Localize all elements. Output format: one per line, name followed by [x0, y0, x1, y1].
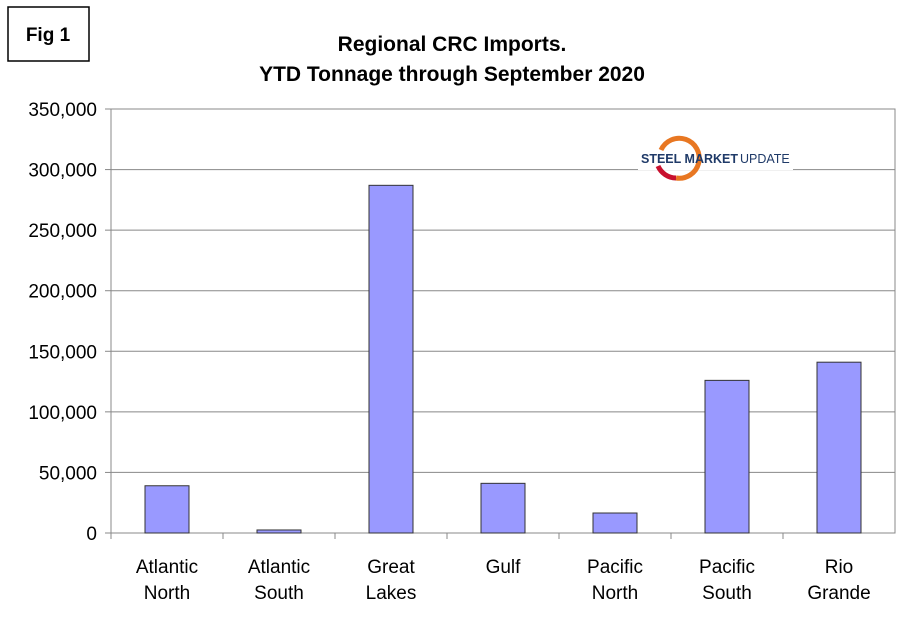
x-tick-label: Gulf — [486, 557, 522, 578]
y-tick-label: 150,000 — [28, 342, 97, 363]
y-tick-label: 50,000 — [39, 463, 97, 484]
logo-text: STEEL MARKET — [641, 152, 738, 166]
x-tick-label: Pacific North — [587, 557, 643, 604]
logo: STEEL MARKET UPDATE — [638, 135, 793, 181]
figure-label: Fig 1 — [26, 25, 71, 46]
x-tick-label: Rio Grande — [807, 557, 870, 604]
y-tick-label: 200,000 — [28, 282, 97, 303]
y-tick-label: 350,000 — [28, 100, 97, 121]
bar — [256, 529, 302, 534]
plot-area: 0 50,000 100,000 150,000 200,000 250,000 300,0… — [28, 100, 896, 604]
bar — [480, 482, 526, 534]
bar — [704, 379, 750, 534]
y-tick-label: 0 — [86, 524, 97, 545]
x-tick-label: Atlantic North — [136, 557, 198, 604]
x-tick-label: Great Lakes — [366, 557, 417, 604]
y-tick-label: 100,000 — [28, 403, 97, 424]
logo-arc — [655, 164, 677, 181]
x-tick-label: Pacific South — [699, 557, 755, 604]
chart-subtitle: YTD Tonnage through September 2020 — [259, 63, 645, 86]
plot-frame — [110, 108, 896, 534]
bar — [592, 512, 638, 534]
logo-arc — [658, 135, 702, 181]
y-tick-label: 300,000 — [28, 161, 97, 182]
bar — [368, 184, 414, 534]
x-tick-label: Atlantic South — [248, 557, 310, 604]
bar — [144, 485, 190, 534]
bar — [816, 361, 862, 534]
chart-title: Regional CRC Imports. — [338, 33, 567, 56]
y-tick-label: 250,000 — [28, 221, 97, 242]
figure-box — [7, 6, 90, 62]
logo-text: UPDATE — [740, 152, 790, 166]
